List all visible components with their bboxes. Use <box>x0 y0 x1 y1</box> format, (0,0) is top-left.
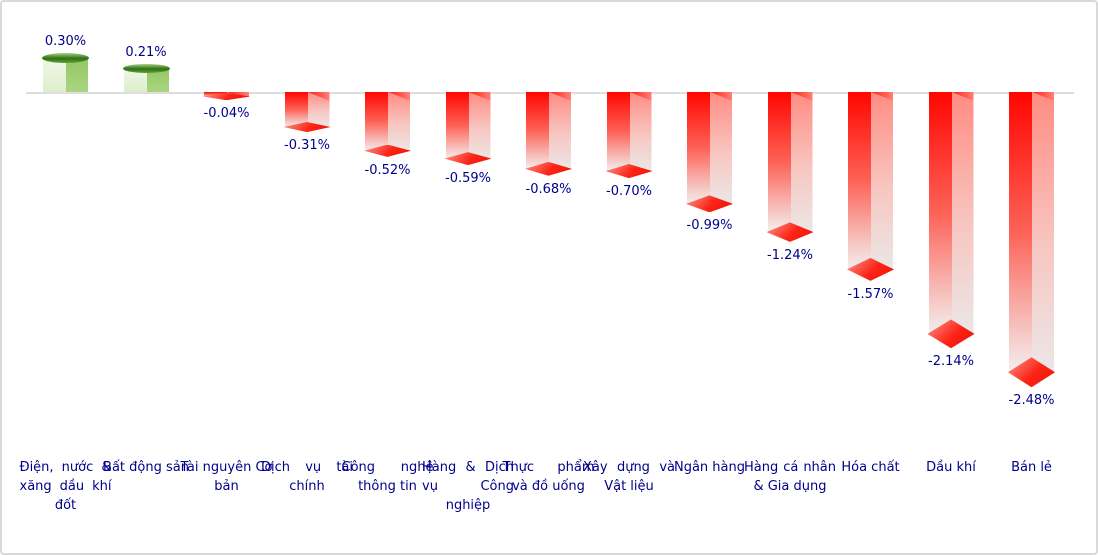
bar-face-right <box>307 92 330 128</box>
bar-value-label: -0.59% <box>445 171 491 187</box>
bar-face-right <box>629 92 652 172</box>
bar-face-right <box>549 92 571 169</box>
bar-top-edge <box>1032 92 1054 101</box>
bar-value-label: -0.68% <box>525 181 572 197</box>
bar-top-cap <box>122 63 170 73</box>
bar-face-right <box>468 92 491 159</box>
bar-face-left <box>1009 92 1032 373</box>
bar-top-edge <box>790 92 813 101</box>
sector-bar[interactable] <box>123 68 169 92</box>
bar-value-label: -0.99% <box>686 218 733 234</box>
bar-face-right <box>951 92 974 334</box>
bar-value-label: -1.57% <box>847 286 894 302</box>
bar-face-left <box>767 92 791 233</box>
bar-face-right <box>710 92 732 204</box>
bar-face-left <box>445 92 469 159</box>
sector-bar[interactable] <box>928 92 974 334</box>
bar-top-edge <box>951 92 974 101</box>
bar-face-left <box>687 92 710 204</box>
category-label: Dầu khí <box>926 460 976 475</box>
bar-face-right <box>790 92 813 233</box>
bar-face-left <box>43 58 66 92</box>
bar-face-left <box>928 92 952 334</box>
bar-value-label: -0.52% <box>364 162 411 178</box>
sector-bar[interactable] <box>365 92 410 151</box>
bar-top-cap <box>42 53 89 64</box>
bar-face-left <box>848 92 871 270</box>
bar-face-right <box>388 92 410 151</box>
category-label: Dịch vụ tài chính <box>261 460 353 494</box>
bar-bottom-cap <box>203 92 250 101</box>
sector-bar[interactable] <box>526 92 571 169</box>
sector-bar[interactable] <box>204 92 249 97</box>
bar-bottom-cap <box>766 222 814 242</box>
bar-bottom-cap <box>444 152 492 166</box>
bar-top-edge <box>871 92 893 101</box>
bar-face-right <box>66 58 88 92</box>
bar-bottom-cap <box>283 121 331 133</box>
bar-face-right <box>871 92 893 270</box>
bar-bottom-cap <box>847 257 894 281</box>
sector-bar[interactable] <box>687 92 732 204</box>
bar-value-label: -2.48% <box>1008 393 1055 409</box>
bar-bottom-cap <box>364 144 411 157</box>
category-label: Bất động sản <box>103 460 189 475</box>
bar-face-left <box>284 92 308 128</box>
bar-value-label: -0.31% <box>284 138 330 154</box>
bar-face-left <box>204 92 227 97</box>
category-label: Bán lẻ <box>1011 460 1052 475</box>
category-label: Hàng cá nhân & Gia dụng <box>744 460 836 494</box>
bar-top-edge <box>468 92 491 101</box>
bar-face-left <box>365 92 388 151</box>
sector-bar[interactable] <box>1009 92 1054 373</box>
bar-face-left <box>606 92 630 172</box>
bar-face-left <box>123 68 147 92</box>
bar-top-edge <box>227 92 249 97</box>
sector-bar[interactable] <box>767 92 813 233</box>
bar-face-right <box>146 68 169 92</box>
category-label: Hàng & Dịch vụ Công nghiệp <box>422 460 514 513</box>
bar-top-edge <box>629 92 652 101</box>
category-label: Điện, nước & xăng dầu khí đốt <box>19 460 112 513</box>
bar-top-edge <box>549 92 571 101</box>
bar-value-label: -2.14% <box>928 354 974 370</box>
bar-top-edge <box>307 92 330 101</box>
bar-bottom-cap <box>525 161 572 176</box>
sector-bar[interactable] <box>606 92 652 172</box>
bar-value-label: -1.24% <box>767 247 813 263</box>
bar-face-left <box>526 92 549 169</box>
bar-top-edge <box>710 92 732 101</box>
category-label: Ngân hàng <box>673 460 745 475</box>
bar-face-right <box>1032 92 1054 373</box>
category-label: Hóa chất <box>841 460 900 475</box>
bar-top-edge <box>388 92 410 101</box>
bar-value-label: -0.04% <box>203 106 250 122</box>
sector-bar[interactable] <box>43 58 88 92</box>
category-label: Công nghệ thông tin <box>341 460 434 494</box>
sector-bar[interactable] <box>284 92 330 128</box>
sector-bar[interactable] <box>848 92 893 270</box>
category-label: Thực phẩm và đồ uống <box>502 460 595 494</box>
bar-value-label: 0.30% <box>44 34 87 50</box>
category-label: Tài nguyên Cơ bản <box>180 460 273 494</box>
bar-bottom-cap <box>686 195 733 213</box>
bar-bottom-cap <box>605 164 653 179</box>
bar-value-label: 0.21% <box>125 44 167 60</box>
bar-value-label: -0.70% <box>606 184 652 200</box>
sector-bar[interactable] <box>445 92 491 159</box>
category-label: Xây dựng và Vật liệu <box>583 460 675 494</box>
